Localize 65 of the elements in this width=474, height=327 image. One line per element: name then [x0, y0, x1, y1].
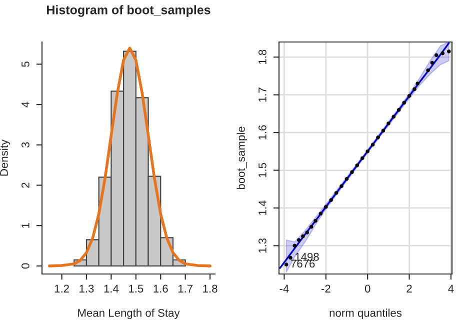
point: [430, 60, 434, 65]
annotation: 1498: [295, 252, 319, 261]
point: [402, 100, 406, 105]
y-tick-label: 1.3: [258, 238, 266, 253]
point: [381, 128, 386, 133]
y-tick-label: 5: [22, 62, 30, 67]
y-tick-label: 1: [22, 223, 30, 228]
point: [329, 198, 334, 202]
point: [340, 184, 344, 188]
point: [434, 53, 438, 58]
x-axis-title: norm quantiles: [330, 308, 402, 320]
point: [440, 51, 445, 56]
point: [392, 114, 396, 119]
point: [396, 108, 401, 112]
y-tick-label: 1.5: [258, 163, 266, 178]
y-axis-title: Density: [0, 139, 10, 176]
point: [309, 224, 314, 229]
point: [301, 234, 305, 238]
x-tick-label: 0: [364, 284, 370, 293]
x-tick-label: -4: [280, 284, 289, 292]
chart-title: Histogram of boot_samples: [47, 5, 210, 17]
point: [305, 230, 310, 234]
x-axis-title: Mean Length of Stay: [78, 308, 180, 320]
point: [407, 94, 412, 98]
point: [360, 156, 364, 160]
y-tick-label: 1.8: [258, 50, 266, 64]
y-axis-title: boot_sample: [236, 126, 248, 190]
point: [426, 68, 430, 72]
point: [344, 177, 349, 181]
point: [376, 136, 380, 140]
y-tick-label: 4: [22, 102, 30, 108]
point: [324, 204, 328, 209]
y-tick-label: 2: [22, 182, 30, 188]
y-tick-label: 1.6: [258, 125, 266, 140]
point: [318, 212, 323, 216]
annotation: 7676: [291, 260, 315, 268]
x-tick-label: 2: [406, 284, 412, 292]
point: [370, 142, 375, 147]
x-tick-label: 1.7: [178, 284, 193, 292]
x-tick-label: 4: [448, 284, 454, 292]
x-tick-label: 1.6: [154, 284, 168, 293]
point: [446, 50, 451, 54]
y-tick-label: 3: [22, 142, 30, 148]
point: [292, 244, 297, 248]
x-tick-label: -2: [321, 284, 330, 292]
point: [366, 150, 370, 154]
x-tick-label: 1.8: [203, 284, 218, 293]
point: [412, 87, 416, 92]
point: [288, 256, 292, 260]
point: [314, 218, 318, 223]
point: [416, 82, 420, 86]
point: [334, 190, 338, 195]
x-tick-label: 1.4: [104, 284, 119, 292]
point: [386, 122, 390, 126]
x-tick-label: 1.3: [80, 284, 94, 293]
line-series: [48, 46, 212, 268]
x-tick-label: 1.5: [129, 284, 144, 293]
point: [355, 163, 360, 168]
y-tick-label: 1.4: [258, 200, 266, 215]
y-tick-label: 0: [22, 263, 30, 269]
point: [350, 170, 354, 174]
x-tick-label: 1.2: [54, 284, 69, 292]
point: [284, 262, 288, 266]
y-tick-label: 1.7: [258, 88, 266, 102]
point: [296, 238, 301, 242]
